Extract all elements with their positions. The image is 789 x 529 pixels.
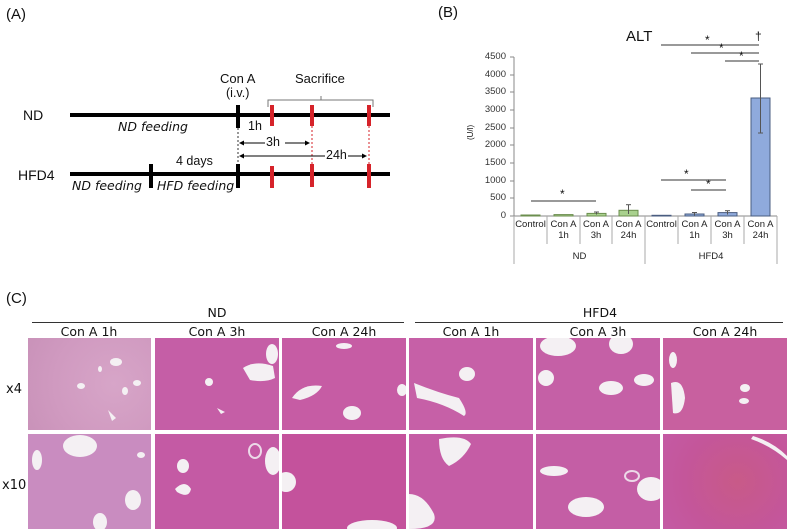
ytick-0: 0 — [500, 210, 506, 221]
panel-a-label: (A) — [6, 6, 26, 23]
nd-sacrifice-1h — [270, 105, 274, 126]
timeline-graphics — [70, 96, 390, 188]
cat-hfd4-1h: Con A 1h — [681, 219, 708, 241]
col-nd-3h: Con A 3h — [188, 324, 246, 339]
hfd-feeding-label: HFD feeding — [157, 178, 235, 193]
nd-sacrifice-3h — [310, 105, 314, 126]
interval-24h-label: 24h — [326, 148, 347, 162]
sig-star-nd: * — [560, 187, 565, 201]
panel-b-label: (B) — [438, 4, 458, 21]
group-nd: ND — [572, 251, 587, 262]
hfd4-sacrifice-1h — [270, 166, 274, 188]
sacrifice-label: Sacrifice — [295, 71, 345, 86]
histology-group-hfd4: HFD4 — [582, 305, 618, 320]
hfd4-row-label: HFD4 — [18, 167, 55, 183]
ytick-500: 500 — [490, 192, 506, 203]
ytick-4500: 4500 — [484, 51, 506, 62]
chart-title: ALT — [626, 28, 653, 45]
ytick-1500: 1500 — [484, 157, 506, 168]
ytick-1000: 1000 — [484, 175, 506, 186]
col-hfd4-3h: Con A 3h — [569, 324, 627, 339]
hfd4-nd-feeding-label: ND feeding — [72, 178, 142, 193]
alt-bar-chart: ALT 4500 4000 3500 3000 2500 2000 1500 1… — [400, 0, 789, 280]
ytick-3500: 3500 — [484, 86, 506, 97]
cat-hfd4-24h: Con A 24h — [747, 219, 774, 241]
row-x4-label: x4 — [6, 382, 22, 397]
histology-nd-1h-x4 — [28, 338, 151, 430]
cat-hfd4-3h: Con A 3h — [714, 219, 741, 241]
chart-graphics — [510, 44, 778, 264]
group-hfd4-underline — [415, 322, 783, 323]
sig-dagger: † — [755, 29, 762, 43]
nd-sacrifice-24h — [367, 105, 371, 126]
panel-a-timeline-diagram: ND HFD4 Con A (i.v.) Sacrifice ND feedin… — [0, 0, 400, 210]
col-nd-24h: Con A 24h — [311, 324, 377, 339]
nd-feeding-label: ND feeding — [118, 119, 188, 134]
panel-c-label: (C) — [6, 290, 27, 307]
four-days-label: 4 days — [176, 154, 213, 168]
ytick-3000: 3000 — [484, 104, 506, 115]
sig-star-hfd4-1h3h: * — [706, 177, 711, 191]
cat-nd-1h: Con A 1h — [550, 219, 577, 241]
histology-hfd4-1h-x10 — [409, 434, 533, 529]
hfd4-cona-tick — [236, 164, 240, 188]
sig-star-hfd4-3h24h: * — [739, 49, 744, 63]
interval-1h-label: 1h — [248, 119, 262, 133]
histology-nd-3h-x10 — [155, 434, 279, 529]
hfd4-sacrifice-3h — [310, 164, 314, 187]
bar-nd-1h — [553, 214, 574, 217]
interval-3h-label: 3h — [266, 135, 280, 149]
hfd4-timeline-bar — [70, 172, 390, 176]
bar-hfd4-control — [651, 214, 672, 217]
nd-timeline-bar — [70, 113, 390, 117]
cat-nd-control: Control — [515, 219, 546, 230]
ytick-4000: 4000 — [484, 69, 506, 80]
cat-nd-3h: Con A 3h — [583, 219, 609, 241]
histology-hfd4-1h-x4 — [409, 338, 533, 430]
histology-hfd4-24h-x4 — [663, 338, 787, 430]
sig-star-hfd4-c24h: * — [705, 33, 710, 47]
nd-cona-tick — [236, 105, 240, 128]
histology-hfd4-24h-x10 — [663, 434, 787, 529]
histology-group-nd: ND — [207, 305, 227, 320]
group-hfd4: HFD4 — [698, 251, 724, 262]
histology-nd-24h-x10 — [282, 434, 406, 529]
ytick-2000: 2000 — [484, 139, 506, 150]
sig-star-hfd4-c3h: * — [684, 167, 689, 181]
col-nd-1h: Con A 1h — [60, 324, 118, 339]
cat-nd-24h: Con A 24h — [615, 219, 642, 241]
bar-nd-control — [520, 214, 541, 217]
col-hfd4-1h: Con A 1h — [442, 324, 500, 339]
row-x10-label: x10 — [2, 478, 27, 493]
hfd-start-tick — [149, 164, 153, 188]
sig-star-hfd4-1h24h: * — [719, 41, 724, 55]
cona-route-label: (i.v.) — [226, 86, 250, 100]
histology-hfd4-3h-x4 — [536, 338, 660, 430]
histology-hfd4-3h-x10 — [536, 434, 660, 529]
cat-hfd4-control: Control — [646, 219, 677, 230]
ytick-2500: 2500 — [484, 122, 506, 133]
histology-nd-24h-x4 — [282, 338, 406, 430]
hfd4-sacrifice-24h — [367, 164, 371, 188]
nd-row-label: ND — [23, 107, 44, 123]
cona-label: Con A — [220, 71, 256, 86]
histology-nd-1h-x10 — [28, 434, 151, 529]
col-hfd4-24h: Con A 24h — [692, 324, 758, 339]
histology-nd-3h-x4 — [155, 338, 279, 430]
group-nd-underline — [32, 322, 404, 323]
